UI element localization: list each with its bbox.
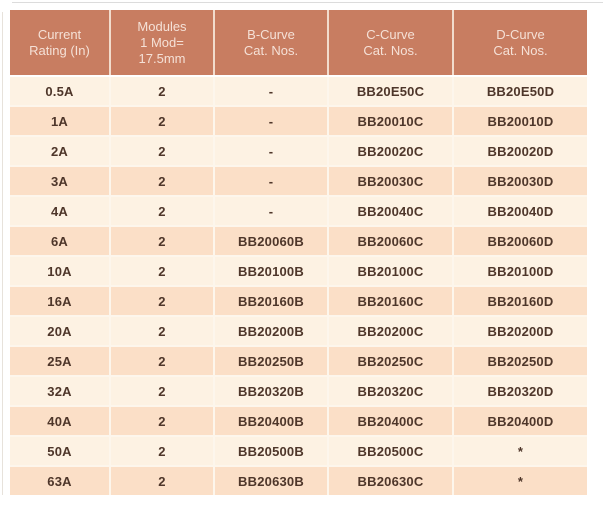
table-row: 4A 2- BB20040C BB20040D xyxy=(10,196,587,227)
table-cell: 25A xyxy=(10,346,111,377)
table-cell: BB20E50C xyxy=(328,76,454,107)
table-cell: BB20200D xyxy=(453,316,587,347)
table-cell: 2 xyxy=(110,406,215,437)
table-cell: BB20160C xyxy=(328,286,454,317)
table-cell: 2 xyxy=(110,316,215,347)
table-cell: 50A xyxy=(10,436,111,467)
table-cell: 2 xyxy=(110,226,215,257)
table-cell: BB20020D xyxy=(453,136,587,167)
page-left-rule xyxy=(2,12,3,495)
table-cell: BB20400B xyxy=(214,406,329,437)
table-cell: 2 xyxy=(110,76,215,107)
table-cell: BB20060B xyxy=(214,226,329,257)
table-cell: 2 xyxy=(110,106,215,137)
table-cell: 1A xyxy=(10,106,111,137)
table-cell: 2 xyxy=(110,466,215,495)
table-cell: BB20040C xyxy=(328,196,454,227)
table-cell: BB20320D xyxy=(453,376,587,407)
mcb-catalog-table: Current Rating (In) Modules 1 Mod= 17.5m… xyxy=(10,10,587,495)
table-cell: 2 xyxy=(110,346,215,377)
table-row: 1A 2- BB20010C BB20010D xyxy=(10,106,587,137)
table-cell: BB20500C xyxy=(328,436,454,467)
header-c-curve: C-Curve Cat. Nos. xyxy=(328,10,454,77)
table-row: 20A 2 BB20200B BB20200C BB20200D xyxy=(10,316,587,347)
table-row: 16A 2 BB20160B BB20160C BB20160D xyxy=(10,286,587,317)
table-cell: 4A xyxy=(10,196,111,227)
header-d-curve: D-Curve Cat. Nos. xyxy=(453,10,587,77)
table-cell: BB20030C xyxy=(328,166,454,197)
table-cell: BB20160D xyxy=(453,286,587,317)
table-cell: 2 xyxy=(110,376,215,407)
table-row: 6A 2 BB20060B BB20060C BB20060D xyxy=(10,226,587,257)
table-cell: BB20400C xyxy=(328,406,454,437)
table-row: 0.5A 2- BB20E50C BB20E50D xyxy=(10,76,587,107)
table-cell: BB20100C xyxy=(328,256,454,287)
table-cell: 20A xyxy=(10,316,111,347)
table-row: 25A 2 BB20250B BB20250C BB20250D xyxy=(10,346,587,377)
table-cell: BB20200B xyxy=(214,316,329,347)
table-header: Current Rating (In) Modules 1 Mod= 17.5m… xyxy=(10,10,587,77)
table-cell: BB20020C xyxy=(328,136,454,167)
table-cell: BB20250D xyxy=(453,346,587,377)
table-row: 40A 2 BB20400B BB20400C BB20400D xyxy=(10,406,587,437)
table-cell: 3A xyxy=(10,166,111,197)
table-cell: 2 xyxy=(110,136,215,167)
table-cell: BB20100B xyxy=(214,256,329,287)
table-cell: BB20630B xyxy=(214,466,329,495)
table-cell: BB20100D xyxy=(453,256,587,287)
table-cell: BB20010C xyxy=(328,106,454,137)
table-cell: 2 xyxy=(110,436,215,467)
table-cell: BB20630C xyxy=(328,466,454,495)
table-cell: BB20320C xyxy=(328,376,454,407)
page-top-rule xyxy=(12,2,603,3)
table-cell: - xyxy=(214,76,329,107)
table-cell: 10A xyxy=(10,256,111,287)
table-cell: - xyxy=(214,106,329,137)
table-cell: BB20250B xyxy=(214,346,329,377)
table-cell: 16A xyxy=(10,286,111,317)
table-row: 32A 2 BB20320B BB20320C BB20320D xyxy=(10,376,587,407)
table-cell: 0.5A xyxy=(10,76,111,107)
table-cell: BB20030D xyxy=(453,166,587,197)
header-modules: Modules 1 Mod= 17.5mm xyxy=(110,10,215,77)
table-cell: BB20500B xyxy=(214,436,329,467)
table-cell: - xyxy=(214,166,329,197)
table-cell: BB20060D xyxy=(453,226,587,257)
table-cell: 2 xyxy=(110,166,215,197)
table-row: 2A 2- BB20020C BB20020D xyxy=(10,136,587,167)
table-row: 63A 2 BB20630B BB20630C * xyxy=(10,466,587,495)
table-cell: BB20010D xyxy=(453,106,587,137)
table-cell: 32A xyxy=(10,376,111,407)
table-body: 0.5A 2- BB20E50C BB20E50D 1A 2- BB20010C BB2001… xyxy=(10,76,587,495)
table-cell: 6A xyxy=(10,226,111,257)
table-cell: - xyxy=(214,136,329,167)
table-cell: 40A xyxy=(10,406,111,437)
table-cell: - xyxy=(214,196,329,227)
table-row: 3A 2- BB20030C BB20030D xyxy=(10,166,587,197)
table-cell: BB20160B xyxy=(214,286,329,317)
table-cell: 63A xyxy=(10,466,111,495)
table-cell: * xyxy=(453,466,587,495)
table-cell: * xyxy=(453,436,587,467)
table-cell: BB20E50D xyxy=(453,76,587,107)
table-row: 50A 2 BB20500B BB20500C * xyxy=(10,436,587,467)
table-cell: 2 xyxy=(110,196,215,227)
header-row: Current Rating (In) Modules 1 Mod= 17.5m… xyxy=(10,10,587,77)
table-cell: BB20060C xyxy=(328,226,454,257)
table-cell: 2 xyxy=(110,286,215,317)
table-cell: BB20200C xyxy=(328,316,454,347)
table-cell: BB20250C xyxy=(328,346,454,377)
table-row: 10A 2 BB20100B BB20100C BB20100D xyxy=(10,256,587,287)
table-cell: BB20320B xyxy=(214,376,329,407)
table-cell: BB20400D xyxy=(453,406,587,437)
table-cell: 2 xyxy=(110,256,215,287)
header-current-rating: Current Rating (In) xyxy=(10,10,111,77)
header-b-curve: B-Curve Cat. Nos. xyxy=(214,10,329,77)
table-cell: 2A xyxy=(10,136,111,167)
table-cell: BB20040D xyxy=(453,196,587,227)
